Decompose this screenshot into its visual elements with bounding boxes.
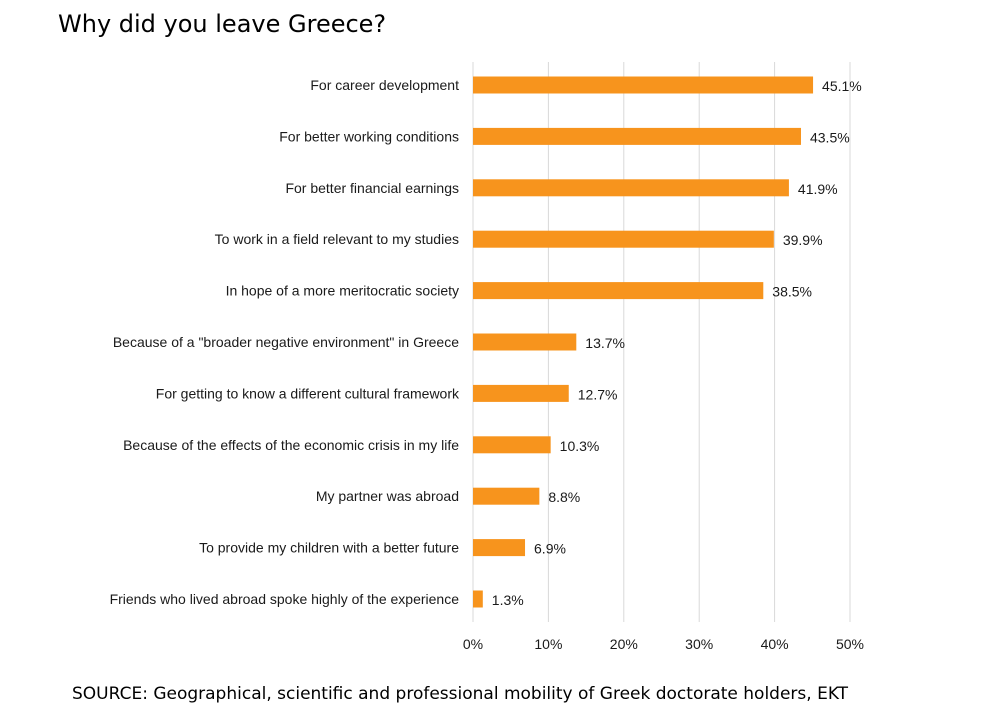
value-label: 39.9%	[783, 232, 823, 248]
x-tick-label: 20%	[610, 636, 638, 652]
value-label: 12.7%	[578, 386, 618, 402]
bar	[473, 230, 774, 248]
category-label: Friends who lived abroad spoke highly of…	[110, 591, 460, 607]
x-tick-label: 0%	[463, 636, 483, 652]
bar	[473, 127, 801, 145]
bar	[473, 282, 764, 300]
category-label: To work in a field relevant to my studie…	[215, 231, 459, 247]
source-note: SOURCE: Geographical, scientific and pro…	[72, 684, 849, 704]
category-label: For career development	[310, 77, 459, 93]
category-label: For getting to know a different cultural…	[156, 385, 460, 401]
bar	[473, 76, 814, 94]
value-label: 8.8%	[548, 489, 580, 505]
value-label: 10.3%	[560, 438, 600, 454]
value-label: 1.3%	[492, 592, 524, 608]
bar	[473, 590, 483, 608]
bar	[473, 487, 540, 505]
bar	[473, 333, 577, 351]
value-label: 38.5%	[772, 284, 812, 300]
bar	[473, 179, 789, 197]
x-tick-label: 40%	[761, 636, 789, 652]
x-tick-label: 10%	[534, 636, 562, 652]
category-label: Because of a "broader negative environme…	[113, 334, 459, 350]
bar	[473, 539, 526, 557]
category-label: To provide my children with a better fut…	[199, 540, 459, 556]
category-label: Because of the effects of the economic c…	[123, 437, 459, 453]
chart-title: Why did you leave Greece?	[58, 10, 387, 38]
value-label: 6.9%	[534, 541, 566, 557]
x-tick-label: 30%	[685, 636, 713, 652]
category-label: My partner was abroad	[316, 488, 459, 504]
category-label: For better financial earnings	[285, 180, 459, 196]
value-label: 45.1%	[822, 78, 862, 94]
category-label: For better working conditions	[279, 128, 459, 144]
value-label: 41.9%	[798, 181, 838, 197]
bar	[473, 436, 551, 454]
value-label: 13.7%	[585, 335, 625, 351]
category-label: In hope of a more meritocratic society	[226, 283, 459, 299]
bar	[473, 384, 569, 402]
value-label: 43.5%	[810, 129, 850, 145]
x-tick-label: 50%	[836, 636, 864, 652]
